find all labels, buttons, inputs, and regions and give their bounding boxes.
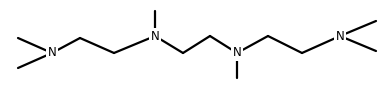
Text: N: N <box>336 29 345 43</box>
Text: N: N <box>151 29 159 43</box>
Text: N: N <box>233 47 241 59</box>
Text: N: N <box>48 47 56 59</box>
